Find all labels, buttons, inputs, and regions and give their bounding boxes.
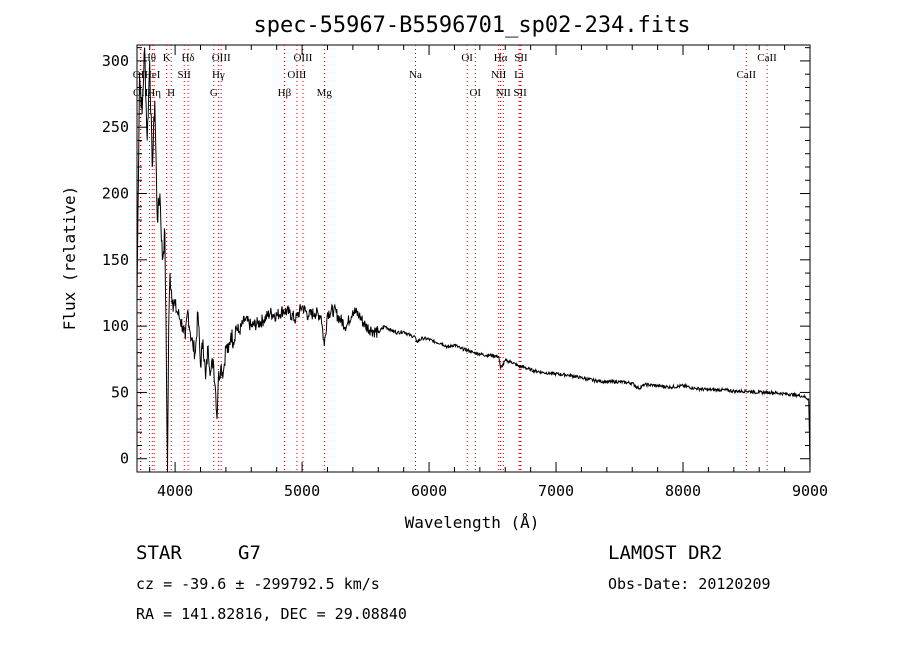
- spectrum-series-line: [136, 47, 811, 473]
- line-label-5: K: [163, 52, 171, 64]
- plot-frame: [136, 44, 811, 473]
- line-label-13: OIII: [287, 69, 306, 81]
- line-label-0: OII: [133, 69, 149, 81]
- line-label-26: CaII: [736, 69, 756, 81]
- line-label-7: H: [167, 87, 175, 99]
- y-tick-label-1: 50: [111, 383, 129, 401]
- object-subclass: G7: [238, 542, 261, 564]
- line-label-10: Hγ: [212, 69, 225, 81]
- survey-name: LAMOST DR2: [608, 542, 722, 564]
- y-axis-ticks: 0 50 100 150 200 250 300: [102, 47, 810, 468]
- line-label-14: Hβ: [278, 87, 292, 99]
- line-label-6: SII: [178, 69, 192, 81]
- line-label-3: HeI: [144, 69, 161, 81]
- line-label-18: OI: [469, 87, 481, 99]
- line-label-22: Li: [514, 69, 524, 81]
- redshift-velocity: cz = -39.6 ± -299792.5 km/s: [136, 575, 380, 593]
- x-axis-label: Wavelength (Å): [405, 513, 540, 532]
- line-label-16: Na: [409, 69, 422, 81]
- y-tick-label-4: 200: [102, 185, 129, 203]
- x-tick-label-2: 6000: [411, 482, 447, 500]
- line-label-21: NII: [491, 69, 507, 81]
- x-tick-label-4: 8000: [665, 482, 701, 500]
- line-label-17: OI: [461, 52, 473, 64]
- observation-date: Obs-Date: 20120209: [608, 575, 771, 593]
- y-tick-label-2: 100: [102, 317, 129, 335]
- y-tick-label-0: 0: [120, 450, 129, 468]
- line-label-24: SII: [513, 87, 527, 99]
- line-label-25: CaII: [757, 52, 777, 64]
- line-label-4: Hη: [147, 87, 161, 99]
- x-tick-label-3: 7000: [538, 482, 574, 500]
- y-tick-label-6: 300: [102, 52, 129, 70]
- y-tick-label-5: 250: [102, 118, 129, 136]
- y-axis-label: Flux (relative): [60, 186, 79, 331]
- x-axis-ticks: 4000 5000 6000 7000 8000 9000: [149, 45, 828, 500]
- ra-dec-coordinates: RA = 141.82816, DEC = 29.08840: [136, 605, 407, 623]
- object-class: STAR: [136, 542, 182, 564]
- spectral-line-markers: [139, 45, 768, 472]
- x-tick-label-0: 4000: [157, 482, 193, 500]
- line-label-15: Mg: [317, 87, 333, 99]
- x-tick-label-1: 5000: [284, 482, 320, 500]
- line-label-19: Hα: [494, 52, 508, 64]
- chart-title: spec-55967-B5596701_sp02-234.fits: [253, 13, 690, 38]
- y-tick-label-3: 150: [102, 251, 129, 269]
- x-tick-label-5: 9000: [792, 482, 828, 500]
- line-label-23: NII: [496, 87, 512, 99]
- line-label-11: G: [210, 87, 218, 99]
- line-label-8: Hδ: [181, 52, 194, 64]
- line-label-20: SII: [514, 52, 528, 64]
- line-label-9: OIII: [212, 52, 231, 64]
- line-label-12: OIII: [293, 52, 312, 64]
